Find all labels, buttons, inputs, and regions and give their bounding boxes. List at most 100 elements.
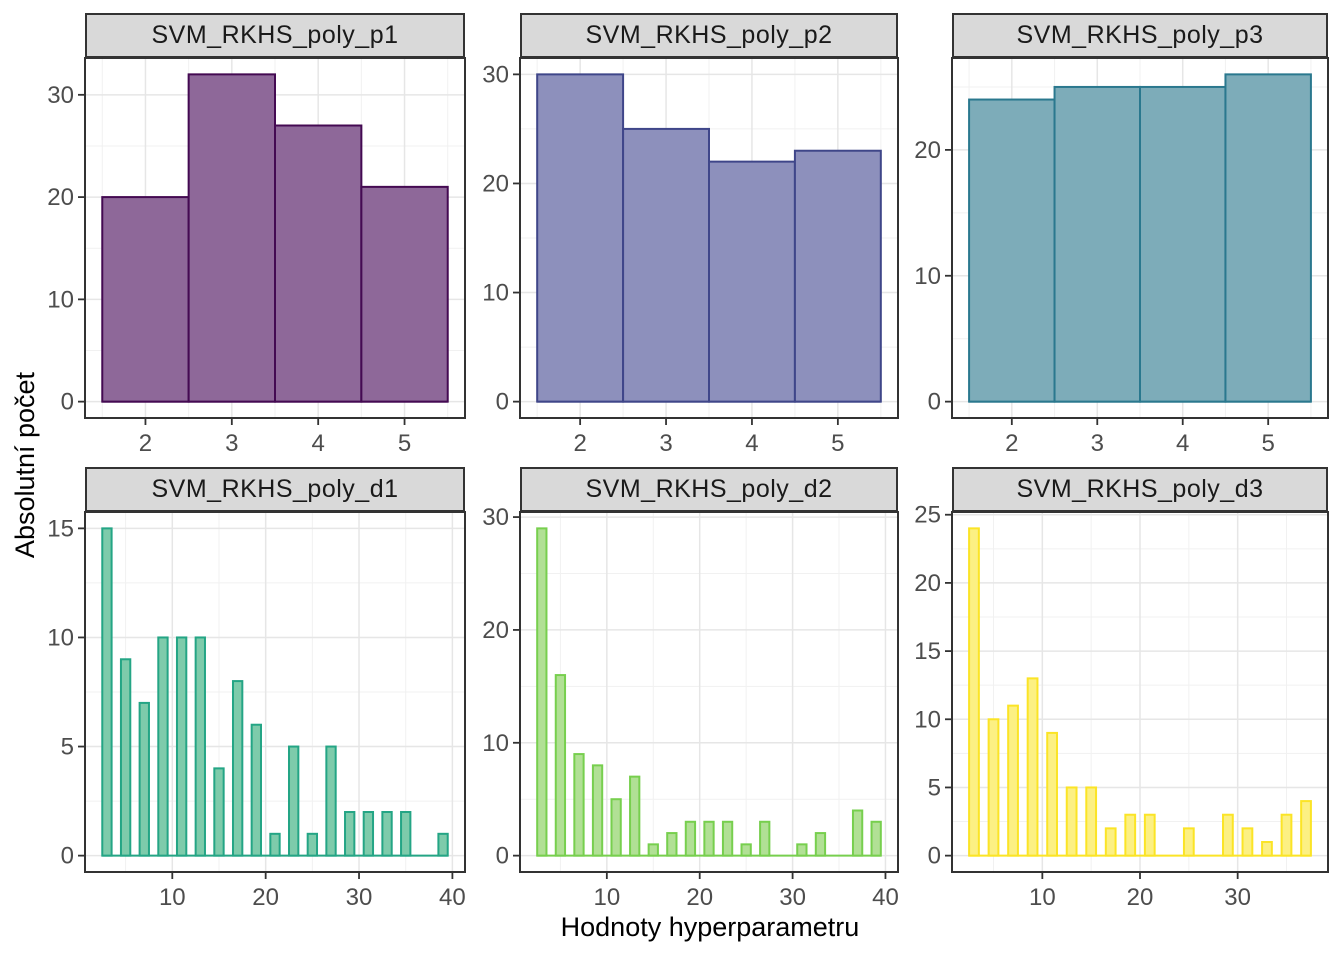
y-tick-label: 30 [482, 61, 509, 88]
histogram-bar [1046, 731, 1058, 857]
y-tick-label: 20 [914, 570, 941, 597]
histogram-bar [1085, 786, 1098, 857]
histogram-bar [269, 832, 281, 857]
x-tick-label: 4 [745, 430, 758, 457]
y-tick-label: 0 [496, 389, 509, 416]
panel-border [84, 57, 466, 419]
histogram-bar [793, 149, 882, 403]
y-tick-label: 10 [47, 624, 74, 651]
x-tick-label: 20 [1127, 884, 1154, 911]
y-tick-label: 20 [482, 170, 509, 197]
histogram-bar [437, 832, 449, 857]
y-axis-title: Absolutní počet [10, 371, 40, 559]
histogram-bar [101, 527, 113, 857]
y-tick-label: 20 [482, 617, 509, 644]
histogram-bar [157, 636, 169, 857]
histogram-bar [1053, 85, 1141, 403]
histogram-bar [1300, 800, 1312, 857]
panel-border [519, 511, 899, 873]
facet-strip-title: SVM_RKHS_poly_d1 [151, 475, 399, 503]
y-tick-label: 0 [61, 389, 74, 416]
y-tick-label: 5 [61, 734, 74, 761]
x-tick-label: 5 [1262, 430, 1275, 457]
histogram-bar [400, 811, 412, 857]
histogram-bar [1280, 813, 1293, 857]
histogram-bar [274, 124, 363, 403]
histogram-bar [708, 160, 796, 403]
facet-strip: SVM_RKHS_poly_p1 [85, 13, 465, 58]
y-tick-label: 10 [47, 286, 74, 313]
facet-strip-title: SVM_RKHS_poly_p2 [585, 21, 833, 49]
histogram-bar [119, 658, 132, 857]
x-tick-label: 30 [779, 884, 806, 911]
y-tick-label: 15 [47, 515, 74, 542]
x-tick-label: 30 [1224, 884, 1251, 911]
histogram-bar [796, 843, 808, 857]
histogram-bar [1224, 73, 1312, 403]
y-tick-label: 10 [482, 280, 509, 307]
y-tick-label: 20 [47, 184, 74, 211]
histogram-bar [610, 798, 622, 857]
histogram-bar [622, 127, 710, 403]
histogram-bar [362, 811, 375, 857]
y-tick-label: 15 [914, 638, 941, 665]
x-tick-label: 4 [1176, 430, 1189, 457]
histogram-bar [187, 73, 277, 403]
x-tick-label: 4 [312, 430, 325, 457]
histogram-bar [870, 820, 882, 857]
y-tick-label: 0 [61, 843, 74, 870]
facet-panel: 2 3 4 5 0 10 20 30 [482, 57, 899, 457]
y-tick-label: 10 [914, 706, 941, 733]
histogram-bar [666, 832, 678, 857]
histogram-bar [325, 745, 337, 857]
x-tick-label: 3 [659, 430, 672, 457]
histogram-bar [1222, 813, 1234, 857]
facet-strip-title: SVM_RKHS_poly_p1 [151, 21, 399, 49]
histogram-bar [194, 636, 206, 857]
histogram-bar [1241, 827, 1254, 857]
histogram-bar [554, 674, 567, 857]
histogram-bar [591, 764, 604, 857]
histogram-bar [684, 820, 697, 857]
histogram-bar [1026, 677, 1039, 857]
y-tick-label: 0 [928, 843, 941, 870]
x-tick-label: 10 [593, 884, 620, 911]
facet-panel: 10 20 30 0 5 10 15 20 25 [914, 502, 1329, 911]
facet-panel: 10 20 30 40 0 10 20 30 [482, 504, 899, 911]
y-tick-label: 10 [482, 730, 509, 757]
x-tick-label: 40 [439, 884, 466, 911]
histogram-bar [175, 636, 188, 857]
histogram-bar [1143, 813, 1156, 857]
x-tick-label: 3 [1091, 430, 1104, 457]
x-tick-label: 2 [1005, 430, 1018, 457]
histogram-bar [344, 811, 356, 857]
histogram-bar [1065, 786, 1078, 857]
x-axis-title: Hodnoty hyperparametru [560, 912, 860, 942]
facet-strip-title: SVM_RKHS_poly_p3 [1016, 21, 1264, 49]
facet-panel: 2 3 4 5 0 10 20 [914, 57, 1329, 457]
x-tick-label: 20 [252, 884, 279, 911]
facet-strip: SVM_RKHS_poly_d2 [520, 467, 898, 512]
histogram-bar [851, 809, 864, 857]
x-tick-label: 5 [831, 430, 844, 457]
facet-strip-title: SVM_RKHS_poly_d3 [1016, 475, 1264, 503]
histogram-bar [703, 820, 715, 857]
histogram-bar [968, 527, 980, 857]
facet-panel: 2 3 4 5 0 10 20 30 [47, 57, 466, 457]
histogram-bar [1139, 85, 1227, 403]
histogram-bar [536, 527, 548, 857]
histogram-bar [629, 775, 641, 857]
facet-strip: SVM_RKHS_poly_d1 [85, 467, 465, 512]
panel-border [84, 511, 466, 873]
x-tick-label: 10 [159, 884, 186, 911]
y-tick-label: 0 [928, 389, 941, 416]
histogram-bar [536, 73, 625, 403]
facet-strip: SVM_RKHS_poly_p2 [520, 13, 898, 58]
facet-strip: SVM_RKHS_poly_d3 [952, 467, 1328, 512]
y-tick-label: 0 [496, 843, 509, 870]
x-tick-label: 5 [398, 430, 411, 457]
facet-strip-title: SVM_RKHS_poly_d2 [585, 475, 833, 503]
y-tick-label: 25 [914, 502, 941, 529]
histogram-bar [647, 843, 659, 857]
